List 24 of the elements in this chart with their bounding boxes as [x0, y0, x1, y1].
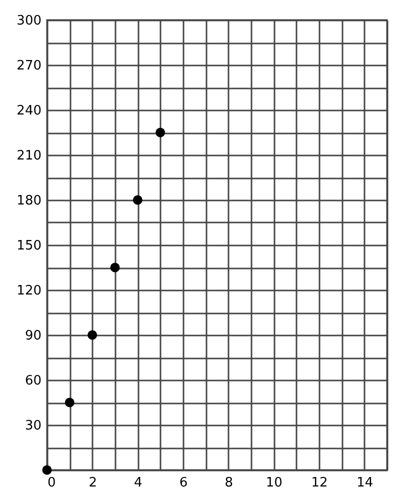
y-tick-label: 60: [24, 374, 42, 388]
y-tick-label: 120: [16, 284, 42, 298]
point: [110, 262, 120, 272]
point: [64, 398, 74, 408]
x-tick-label: 4: [134, 476, 142, 490]
x-tick-label: 14: [356, 476, 374, 490]
y-tick-label: 240: [16, 104, 42, 118]
x-tick-label: 0: [48, 476, 56, 490]
y-tick-label: 30: [24, 418, 42, 434]
y-tick-label: 270: [16, 58, 42, 74]
y-tick-label: 90: [24, 328, 42, 344]
y-tick-label: 180: [16, 194, 42, 208]
x-tick-label: 12: [311, 476, 328, 490]
y-tick-label: 150: [16, 238, 42, 254]
point: [132, 195, 142, 205]
x-tick-label: 8: [224, 476, 233, 490]
x-tick-label: 6: [179, 476, 188, 490]
x-tick-label: 2: [88, 476, 97, 490]
point: [42, 465, 52, 475]
point: [88, 330, 98, 340]
x-tick-label: 10: [266, 476, 282, 490]
y-tick-label: 210: [16, 148, 42, 164]
y-tick-label: 300: [16, 14, 42, 28]
point: [156, 128, 166, 138]
